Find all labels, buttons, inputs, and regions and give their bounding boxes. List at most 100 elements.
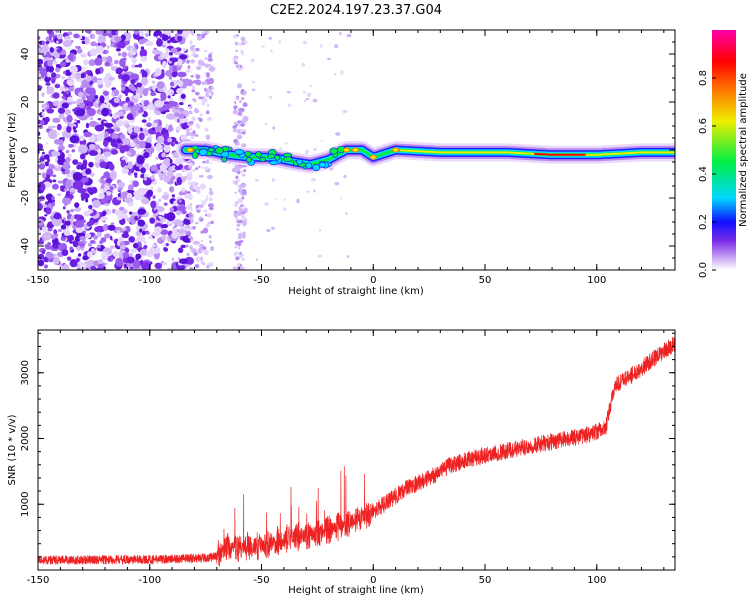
noise-blob (193, 251, 198, 257)
noise-blob (105, 83, 111, 88)
noise-blob (234, 191, 237, 194)
noise-blob (146, 122, 152, 128)
noise-blob (67, 153, 72, 158)
noise-blob (80, 192, 90, 199)
snr-y-tick-label: 3000 (20, 360, 31, 385)
colorbar-gradient (712, 30, 736, 270)
noise-blob (264, 202, 270, 206)
noise-blob (89, 120, 98, 128)
ridge-peak (534, 152, 586, 156)
noise-blob (241, 258, 246, 261)
ridge-knot (198, 148, 208, 157)
noise-blob (77, 66, 82, 70)
noise-blob (185, 244, 189, 248)
noise-blob (65, 157, 71, 163)
noise-blob (154, 262, 162, 270)
noise-blob (46, 227, 53, 232)
noise-blob (161, 261, 168, 266)
noise-blob (56, 48, 62, 53)
noise-blob (169, 97, 174, 101)
noise-blob (64, 108, 72, 116)
noise-blob (142, 177, 152, 186)
noise-blob (129, 142, 136, 148)
noise-blob (55, 164, 59, 168)
noise-blob (120, 34, 126, 41)
noise-blob (66, 210, 70, 214)
noise-blob (170, 175, 176, 181)
spectrogram-x-tick-label: 100 (587, 275, 606, 286)
noise-blob (74, 118, 77, 122)
noise-blob (55, 30, 60, 33)
noise-blob (205, 30, 210, 34)
noise-blob (305, 190, 310, 193)
noise-blob (58, 139, 64, 146)
ridge-knot (207, 147, 215, 153)
noise-blob (122, 252, 130, 259)
noise-blob (161, 152, 166, 158)
noise-blob (204, 166, 209, 170)
noise-blob (181, 187, 186, 193)
noise-blob (200, 230, 204, 234)
noise-blob (40, 72, 45, 79)
noise-blob (47, 59, 53, 67)
noise-blob (62, 206, 66, 210)
noise-blob (195, 47, 200, 52)
noise-blob (74, 206, 82, 212)
noise-blob (41, 40, 46, 45)
noise-blob (115, 111, 120, 116)
noise-blob (101, 252, 109, 261)
noise-blob (232, 127, 237, 133)
noise-blob (182, 48, 187, 52)
ridge-knot (245, 156, 252, 163)
noise-blob (144, 177, 148, 181)
noise-blob (176, 58, 183, 67)
noise-blob (94, 155, 100, 163)
ridge-knot (305, 162, 313, 169)
noise-blob (189, 226, 193, 231)
noise-blob (120, 159, 127, 168)
noise-blob (203, 209, 208, 213)
noise-blob (171, 57, 179, 63)
noise-blob (48, 133, 53, 139)
noise-blob (279, 147, 283, 150)
noise-blob (198, 96, 203, 100)
noise-blob (50, 234, 56, 240)
noise-blob (180, 93, 186, 99)
noise-blob (119, 145, 126, 154)
noise-blob (124, 86, 129, 91)
noise-blob (113, 97, 121, 104)
noise-blob (141, 119, 147, 123)
noise-blob (163, 175, 171, 183)
noise-blob (70, 208, 75, 213)
noise-blob (52, 254, 57, 257)
noise-blob (191, 116, 196, 122)
noise-blob (296, 198, 300, 204)
noise-blob (178, 228, 186, 235)
noise-blob (76, 258, 80, 263)
noise-blob (167, 95, 171, 99)
noise-blob (191, 85, 196, 90)
noise-blob (157, 135, 165, 144)
noise-blob (55, 131, 60, 136)
noise-blob (116, 196, 122, 201)
noise-blob (210, 220, 214, 225)
snr-y-ticks: 1000 2000 3000 (20, 332, 675, 571)
noise-blob (186, 59, 190, 64)
noise-blob (52, 100, 59, 107)
noise-blob (151, 122, 158, 128)
noise-blob (320, 139, 323, 142)
noise-blob (236, 223, 241, 228)
noise-blob (69, 246, 74, 251)
noise-blob (181, 167, 185, 173)
noise-blob (206, 212, 212, 218)
noise-blob (135, 139, 140, 145)
noise-blob (143, 245, 148, 249)
noise-blob (144, 32, 149, 36)
noise-blob (188, 127, 193, 131)
ridge-peak-dot (351, 147, 359, 153)
noise-blob (38, 35, 41, 40)
noise-blob (72, 171, 83, 182)
noise-blob (142, 88, 149, 97)
noise-blob (135, 253, 142, 260)
noise-blob (192, 130, 196, 135)
